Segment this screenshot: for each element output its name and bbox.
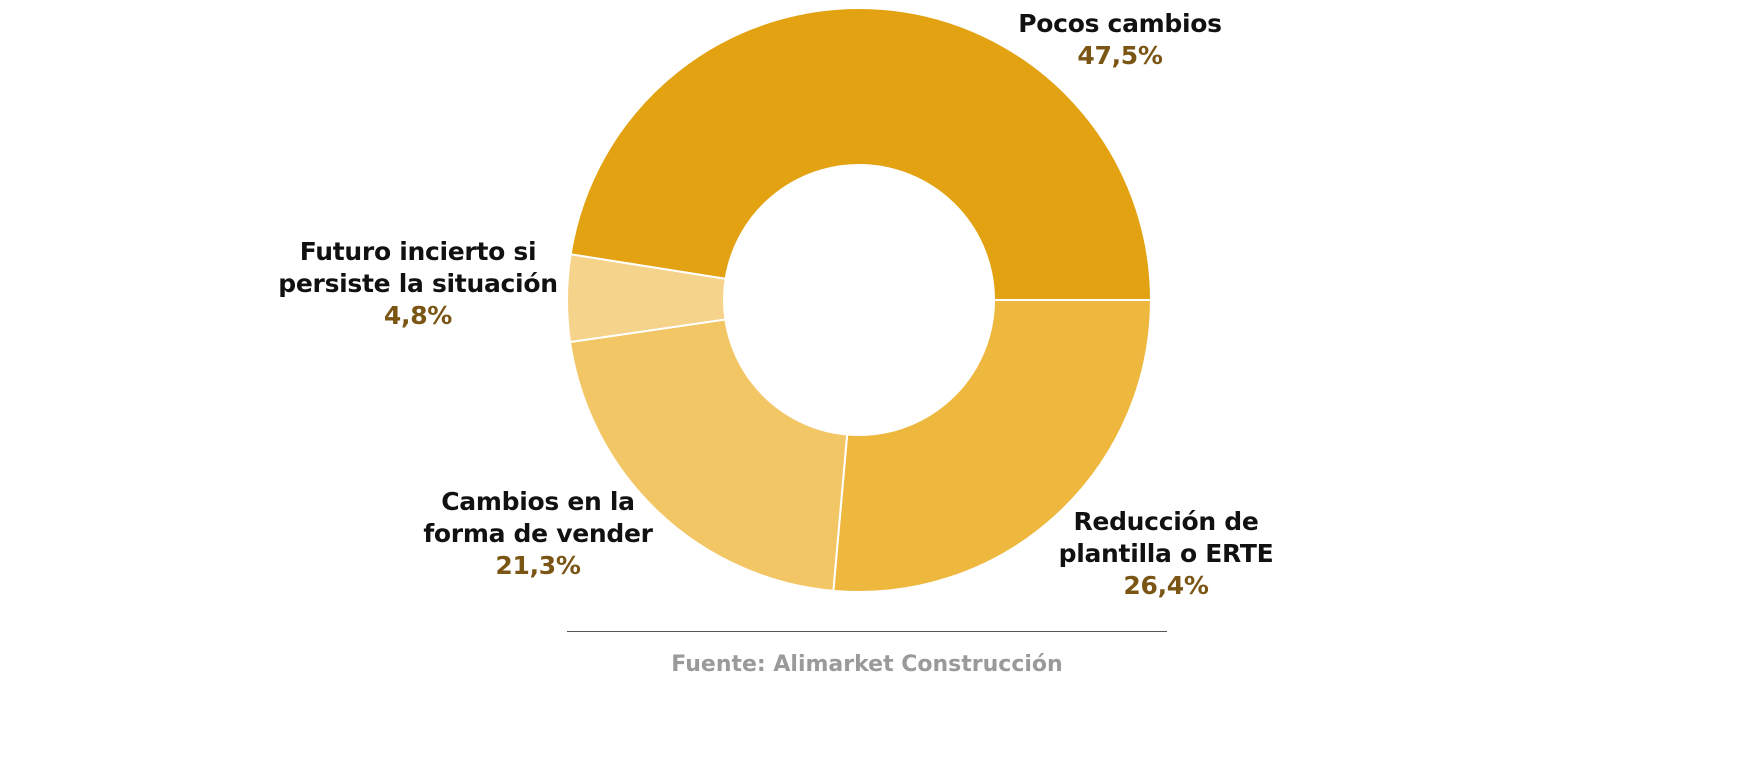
slice-name: persiste la situación (278, 269, 558, 298)
label-futuro-incierto: Futuro incierto si persiste la situación… (278, 236, 558, 332)
slice-name: plantilla o ERTE (1058, 539, 1274, 568)
slice-name: Futuro incierto si (299, 237, 537, 266)
slice-value: 4,8% (383, 301, 453, 330)
slice-name: Pocos cambios (1018, 9, 1222, 38)
slice-value: 26,4% (1123, 571, 1209, 600)
slice-value: 47,5% (1077, 41, 1163, 70)
slice-name: forma de vender (423, 519, 653, 548)
donut-slice-2 (568, 318, 849, 592)
label-cambios-forma-vender: Cambios en la forma de vender 21,3% (423, 486, 653, 582)
donut-slice-1 (832, 299, 1153, 593)
source-note: Fuente: Alimarket Construcción (671, 652, 1063, 677)
donut-slice-0 (569, 7, 1153, 301)
slice-name: Cambios en la (441, 487, 635, 516)
label-pocos-cambios: Pocos cambios 47,5% (1018, 8, 1222, 72)
slice-value: 21,3% (495, 551, 581, 580)
donut-slice-3 (566, 253, 727, 344)
divider (567, 631, 1167, 632)
label-reduccion-plantilla: Reducción de plantilla o ERTE 26,4% (1059, 506, 1274, 602)
slice-name: Reducción de (1073, 507, 1259, 536)
